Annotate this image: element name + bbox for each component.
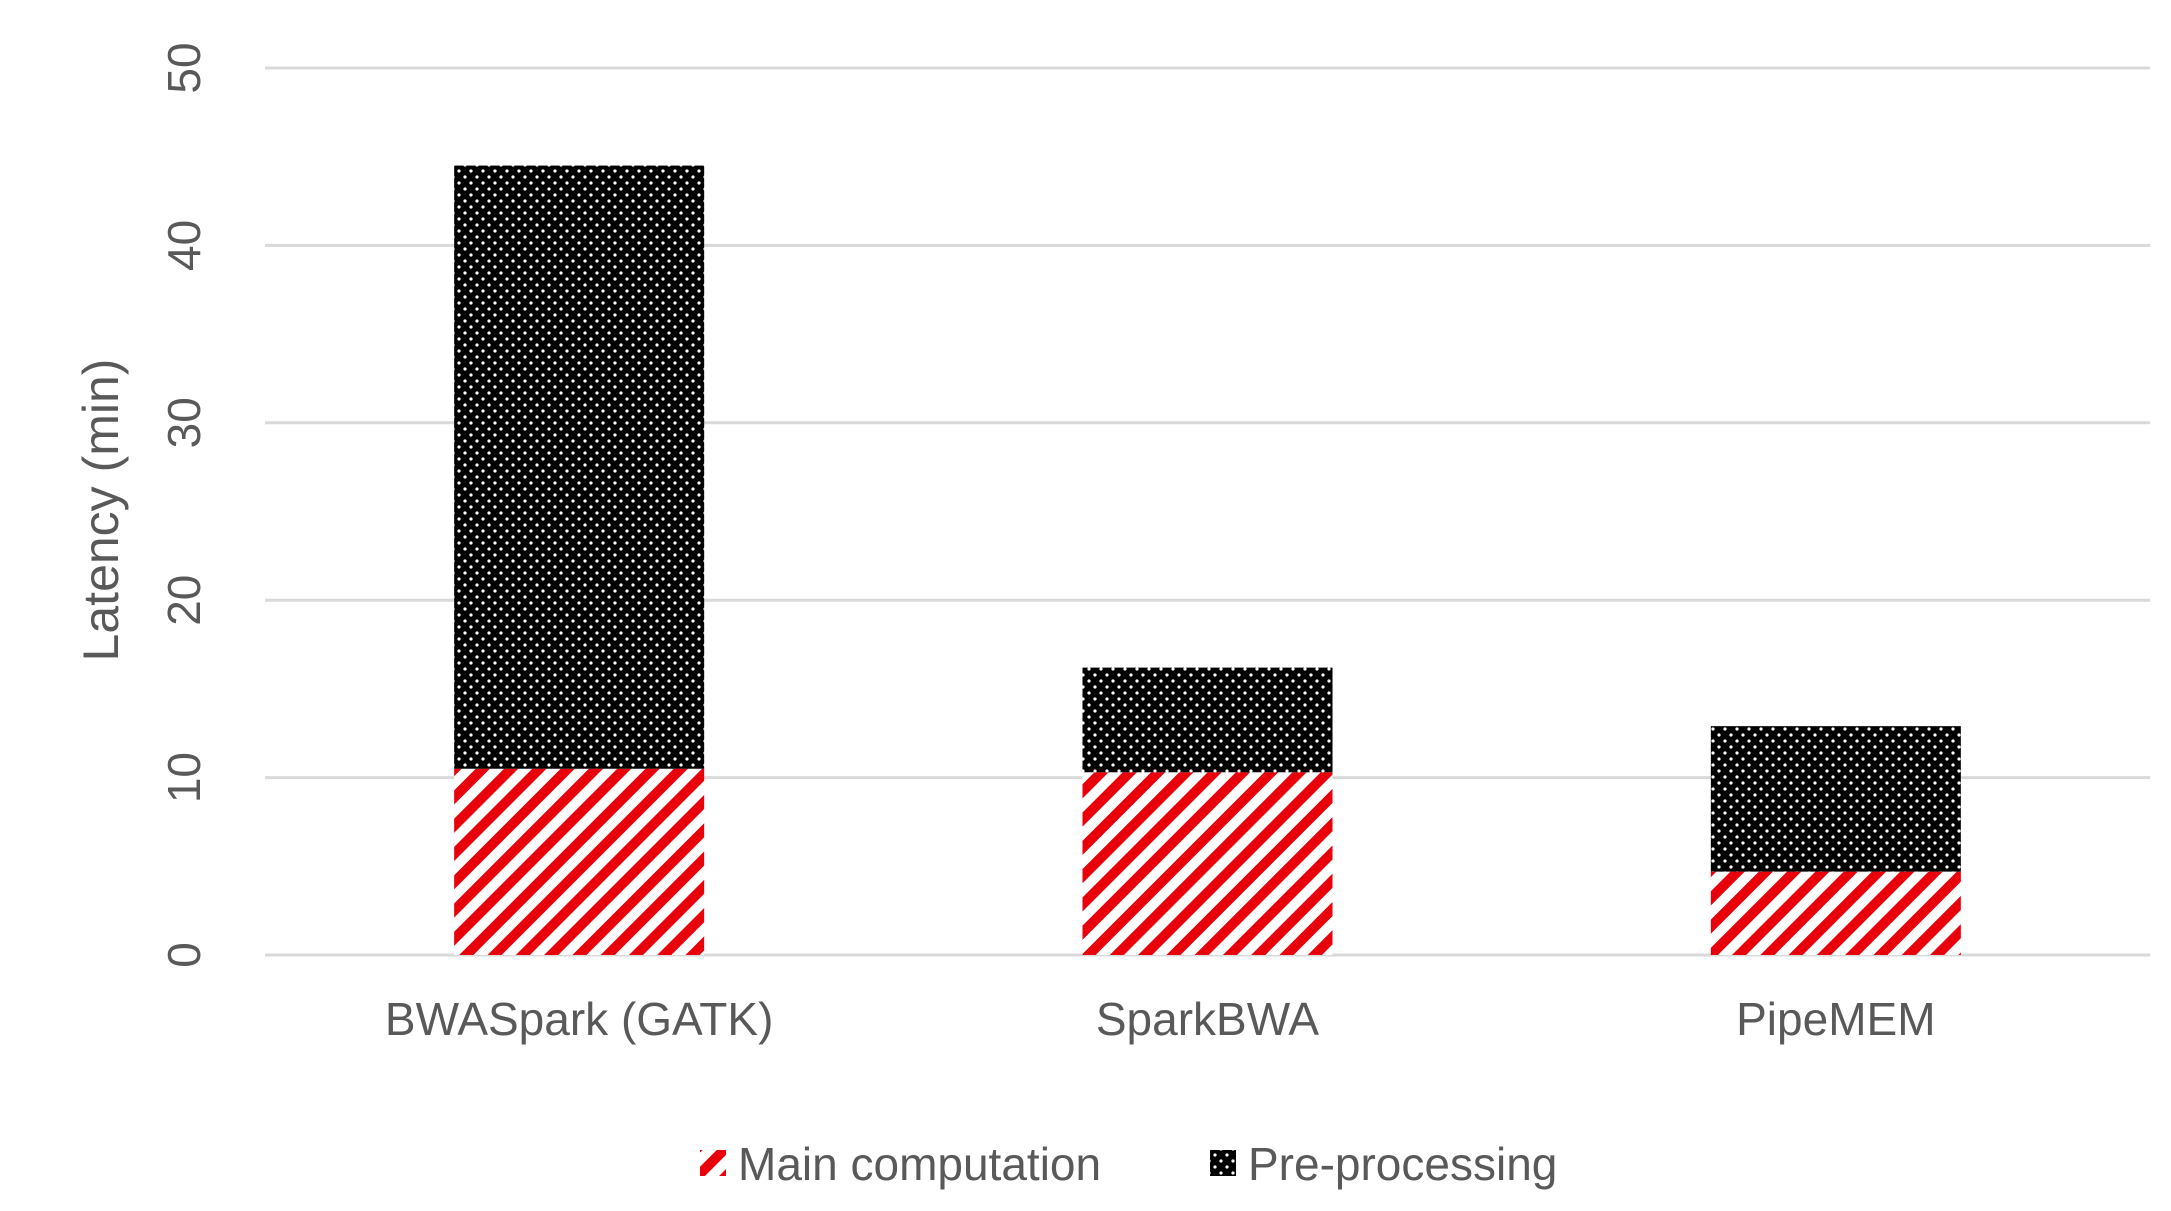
y-tick-label: 20 bbox=[158, 575, 210, 626]
legend: Main computation Pre-processing bbox=[700, 1138, 1557, 1190]
bar-main-computation-1 bbox=[1082, 772, 1333, 955]
y-axis-title: Latency (min) bbox=[73, 359, 129, 662]
y-tick-label: 50 bbox=[158, 42, 210, 93]
bar-pre-processing-2 bbox=[1710, 726, 1961, 872]
x-category-label: SparkBWA bbox=[1096, 993, 1320, 1045]
bar-main-computation-0 bbox=[454, 768, 705, 955]
legend-label: Main computation bbox=[738, 1138, 1101, 1190]
x-category-label: BWASpark (GATK) bbox=[385, 993, 773, 1045]
y-tick-label: 0 bbox=[158, 942, 210, 968]
x-axis-category-labels: BWASpark (GATK) SparkBWA PipeMEM bbox=[385, 993, 1936, 1045]
y-tick-label: 10 bbox=[158, 752, 210, 803]
bar-pre-processing-0 bbox=[454, 165, 705, 769]
legend-swatch-main-computation bbox=[700, 1150, 726, 1176]
x-category-label: PipeMEM bbox=[1736, 993, 1935, 1045]
bar-main-computation-2 bbox=[1710, 871, 1961, 955]
legend-swatch-pre-processing bbox=[1210, 1150, 1236, 1176]
y-tick-label: 30 bbox=[158, 397, 210, 448]
bar-pre-processing-1 bbox=[1082, 667, 1333, 773]
bars bbox=[454, 165, 1961, 955]
y-axis-tick-labels: 0 10 20 30 40 50 bbox=[158, 42, 210, 967]
y-tick-label: 40 bbox=[158, 220, 210, 271]
legend-label: Pre-processing bbox=[1248, 1138, 1557, 1190]
